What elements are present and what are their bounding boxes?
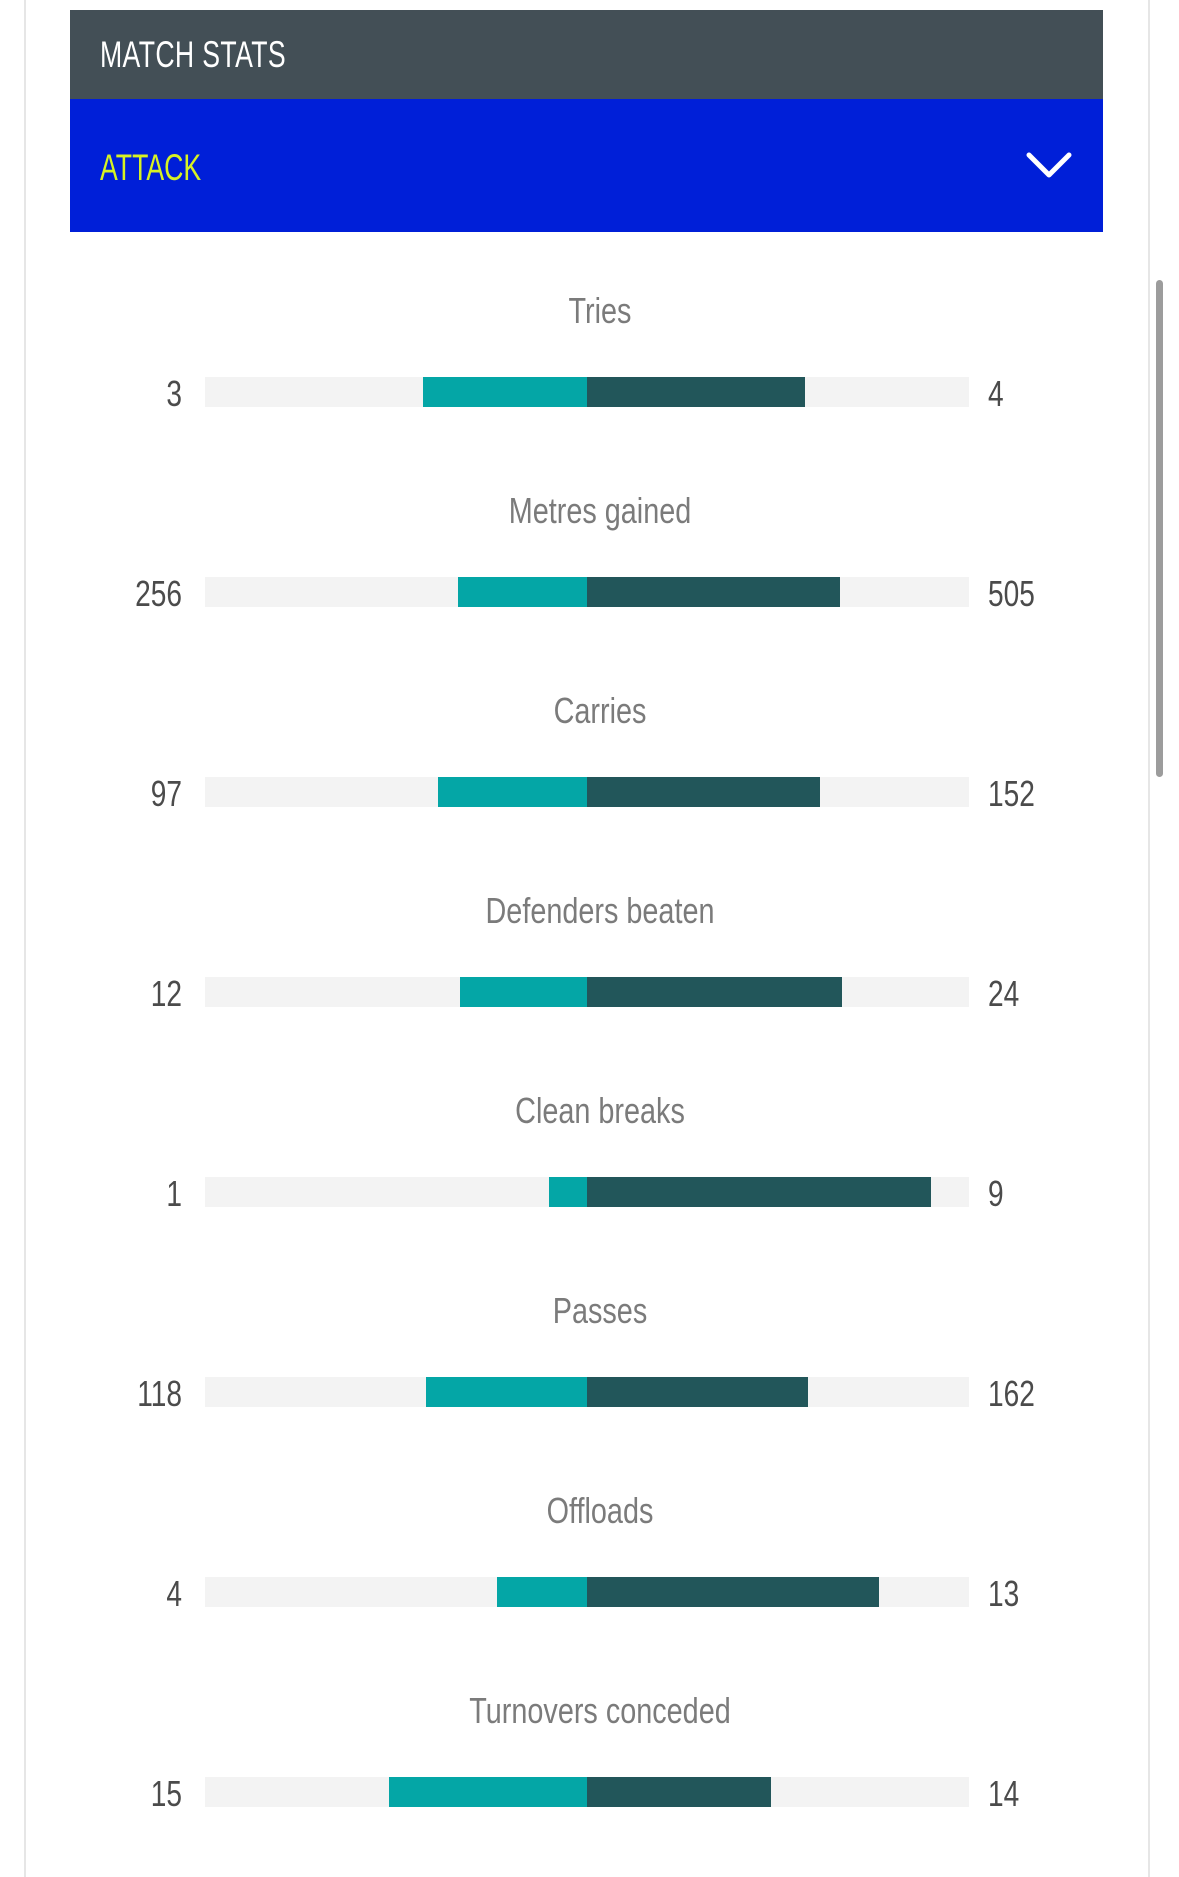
home-bar xyxy=(438,777,587,807)
away-value: 505 xyxy=(988,573,1035,614)
chevron-down-icon[interactable] xyxy=(1025,149,1073,181)
left-border xyxy=(24,0,26,1877)
away-bar xyxy=(587,1377,808,1407)
match-stats-header: MATCH STATS xyxy=(70,10,1103,99)
away-value: 24 xyxy=(988,973,1020,1014)
home-value: 256 xyxy=(135,573,182,614)
stat-label: Metres gained xyxy=(508,490,692,531)
away-value: 4 xyxy=(988,373,1004,414)
stat-label: Clean breaks xyxy=(515,1090,685,1131)
stat-bar-track xyxy=(205,577,969,607)
away-bar xyxy=(587,377,806,407)
stat-row-tries: Tries 3 4 xyxy=(0,270,1179,470)
stat-row-passes: Passes 118 162 xyxy=(0,1270,1179,1470)
home-bar xyxy=(423,377,587,407)
home-value: 118 xyxy=(137,1373,182,1414)
match-stats-title: MATCH STATS xyxy=(100,34,286,75)
home-bar xyxy=(426,1377,587,1407)
home-bar xyxy=(548,1177,587,1207)
stat-row-defenders-beaten: Defenders beaten 12 24 xyxy=(0,870,1179,1070)
stat-label: Turnovers conceded xyxy=(469,1690,731,1731)
stat-bar-track xyxy=(205,977,969,1007)
away-bar xyxy=(587,1577,880,1607)
stat-bar-track xyxy=(205,1777,969,1807)
home-value: 97 xyxy=(150,773,182,814)
section-toggle-attack[interactable]: ATTACK xyxy=(70,99,1103,232)
stat-bar-track xyxy=(205,1577,969,1607)
away-bar xyxy=(587,1177,931,1207)
stat-label: Offloads xyxy=(546,1490,654,1531)
away-value: 162 xyxy=(988,1373,1035,1414)
stat-label: Carries xyxy=(553,690,647,731)
right-border xyxy=(1148,0,1150,1877)
home-value: 1 xyxy=(166,1173,182,1214)
home-value: 3 xyxy=(166,373,182,414)
stat-bar-track xyxy=(205,777,969,807)
stat-row-offloads: Offloads 4 13 xyxy=(0,1470,1179,1670)
scrollbar[interactable] xyxy=(1156,280,1163,777)
section-title-attack: ATTACK xyxy=(100,147,202,188)
away-value: 9 xyxy=(988,1173,1004,1214)
stat-bar-track xyxy=(205,377,969,407)
away-value: 13 xyxy=(988,1573,1020,1614)
stat-row-carries: Carries 97 152 xyxy=(0,670,1179,870)
stat-label: Defenders beaten xyxy=(485,890,715,931)
home-bar xyxy=(497,1577,587,1607)
away-bar xyxy=(587,1777,772,1807)
home-value: 12 xyxy=(150,973,182,1014)
stat-bar-track xyxy=(205,1377,969,1407)
away-bar xyxy=(587,977,842,1007)
home-bar xyxy=(458,577,587,607)
home-bar xyxy=(389,1777,587,1807)
home-value: 15 xyxy=(150,1773,182,1814)
away-bar xyxy=(587,577,841,607)
stat-bar-track xyxy=(205,1177,969,1207)
away-value: 152 xyxy=(988,773,1035,814)
stat-row-metres-gained: Metres gained 256 505 xyxy=(0,470,1179,670)
stat-row-turnovers-conceded: Turnovers conceded 15 14 xyxy=(0,1670,1179,1870)
away-value: 14 xyxy=(988,1773,1020,1814)
away-bar xyxy=(587,777,821,807)
stat-row-clean-breaks: Clean breaks 1 9 xyxy=(0,1070,1179,1270)
stat-label: Passes xyxy=(552,1290,648,1331)
home-value: 4 xyxy=(166,1573,182,1614)
home-bar xyxy=(459,977,587,1007)
stat-label: Tries xyxy=(568,290,632,331)
